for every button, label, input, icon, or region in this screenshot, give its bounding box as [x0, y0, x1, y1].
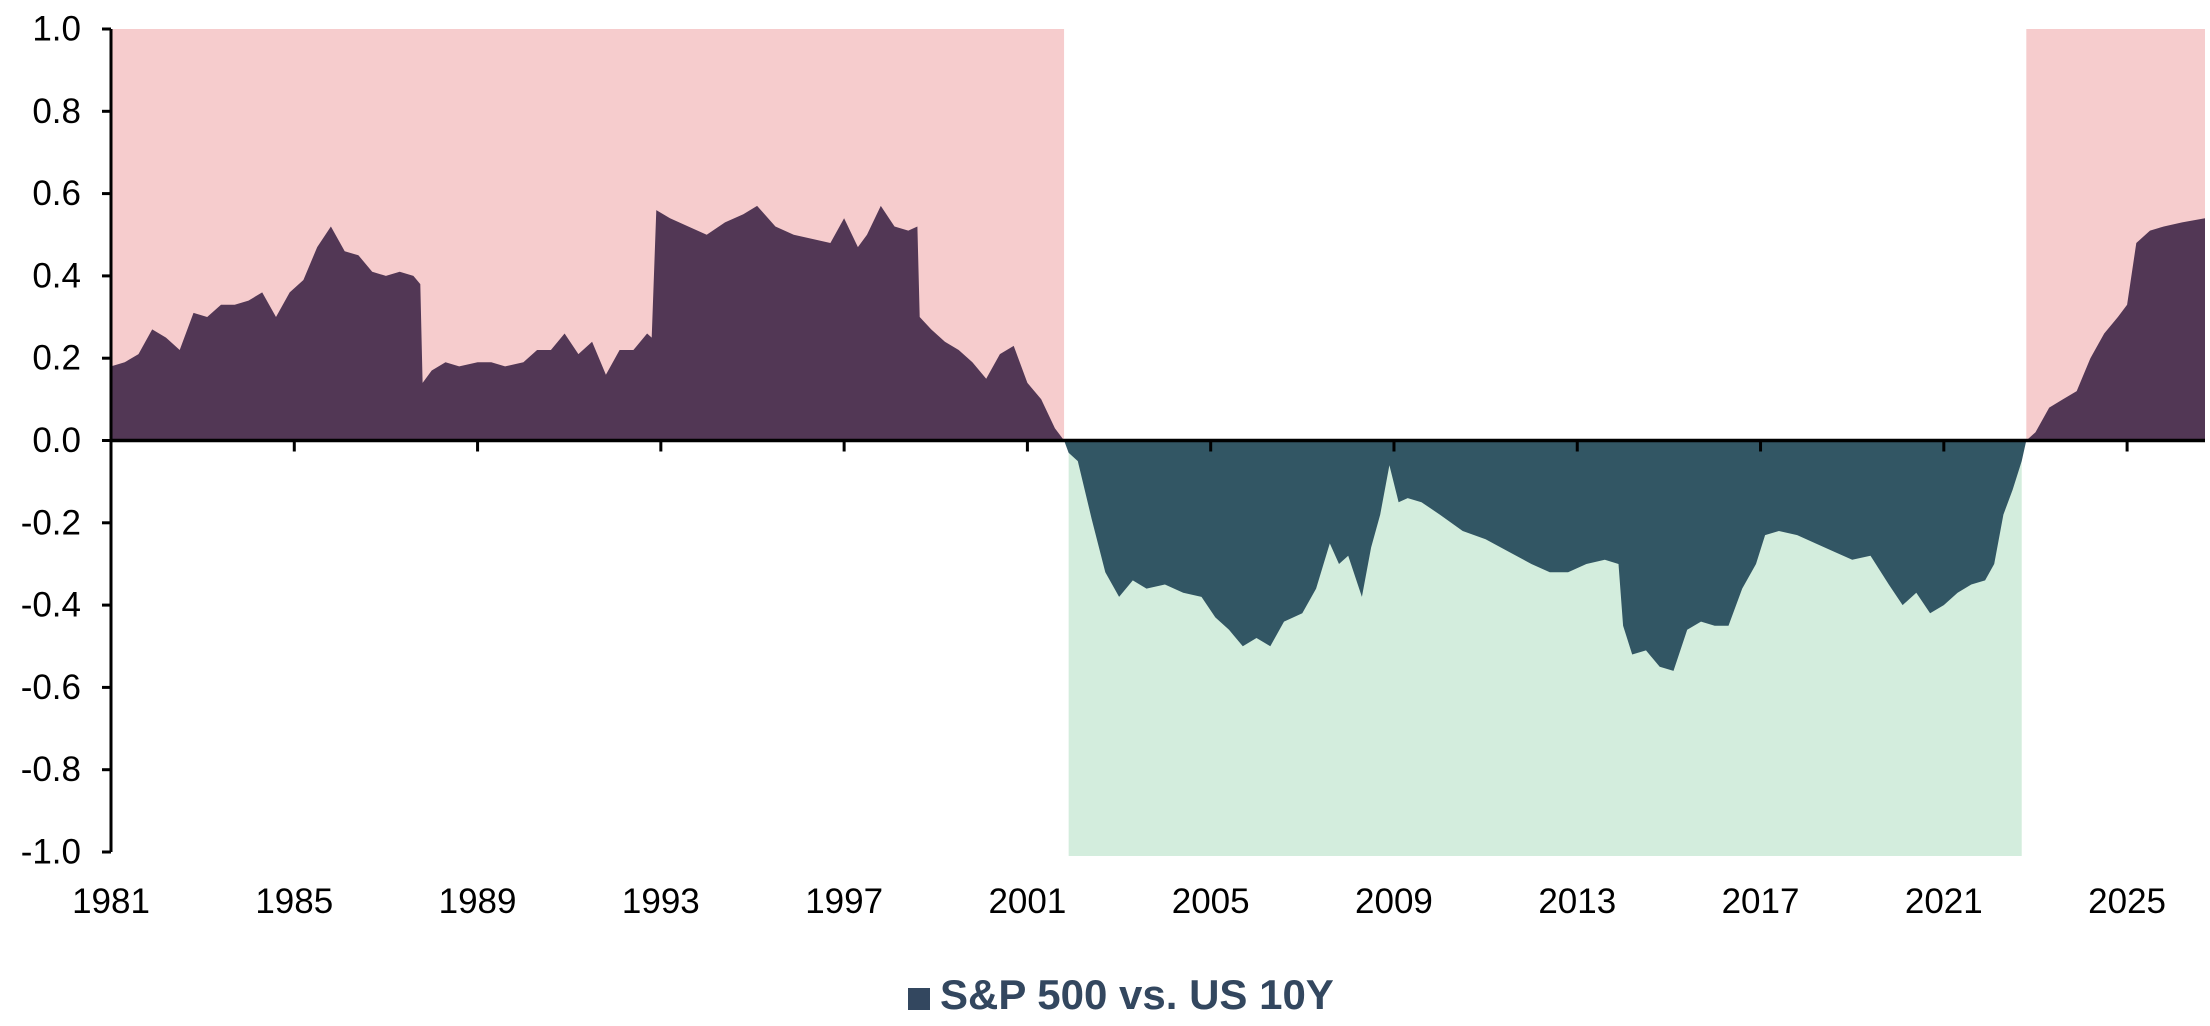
y-tick-label: -1.0: [21, 833, 81, 872]
x-tick-label: 1993: [622, 882, 700, 921]
x-tick-label: 1989: [439, 882, 517, 921]
tick-labels: 1.0 0.8 0.6 0.4 0.2 0.0 -0.2 -0.4 -0.6 -0.8 -1.0 19…: [21, 10, 2166, 922]
x-tick-label: 2017: [1722, 882, 1800, 921]
x-tick-label: 1997: [805, 882, 883, 921]
series-area: [111, 205, 2205, 671]
series-area-positive: [111, 205, 2205, 441]
x-tick-label: 1985: [255, 882, 333, 921]
y-tick-label: 1.0: [32, 10, 81, 49]
axes: [102, 27, 2205, 854]
x-tick-label: 2021: [1905, 882, 1983, 921]
y-tick-label: -0.4: [21, 586, 81, 625]
y-tick-label: 0.4: [32, 256, 81, 295]
legend-label: S&P 500 vs. US 10Y: [940, 971, 1334, 1018]
y-tick-label: 0.8: [32, 92, 81, 131]
y-tick-label: -0.6: [21, 668, 81, 707]
x-tick-label: 2001: [988, 882, 1066, 921]
y-tick-label: 0.2: [32, 339, 81, 378]
x-tick-label: 2013: [1538, 882, 1616, 921]
x-tick-label: 2005: [1172, 882, 1250, 921]
y-tick-label: -0.8: [21, 750, 81, 789]
y-tick-label: 0.6: [32, 174, 81, 213]
legend-swatch: [908, 988, 930, 1010]
x-tick-label: 2009: [1355, 882, 1433, 921]
y-tick-label: 0.0: [32, 421, 81, 460]
y-tick-label: -0.2: [21, 503, 81, 542]
x-tick-label: 1981: [72, 882, 150, 921]
x-tick-label: 2025: [2088, 882, 2166, 921]
series-area-negative: [111, 440, 2205, 671]
legend: S&P 500 vs. US 10Y: [908, 971, 1334, 1018]
